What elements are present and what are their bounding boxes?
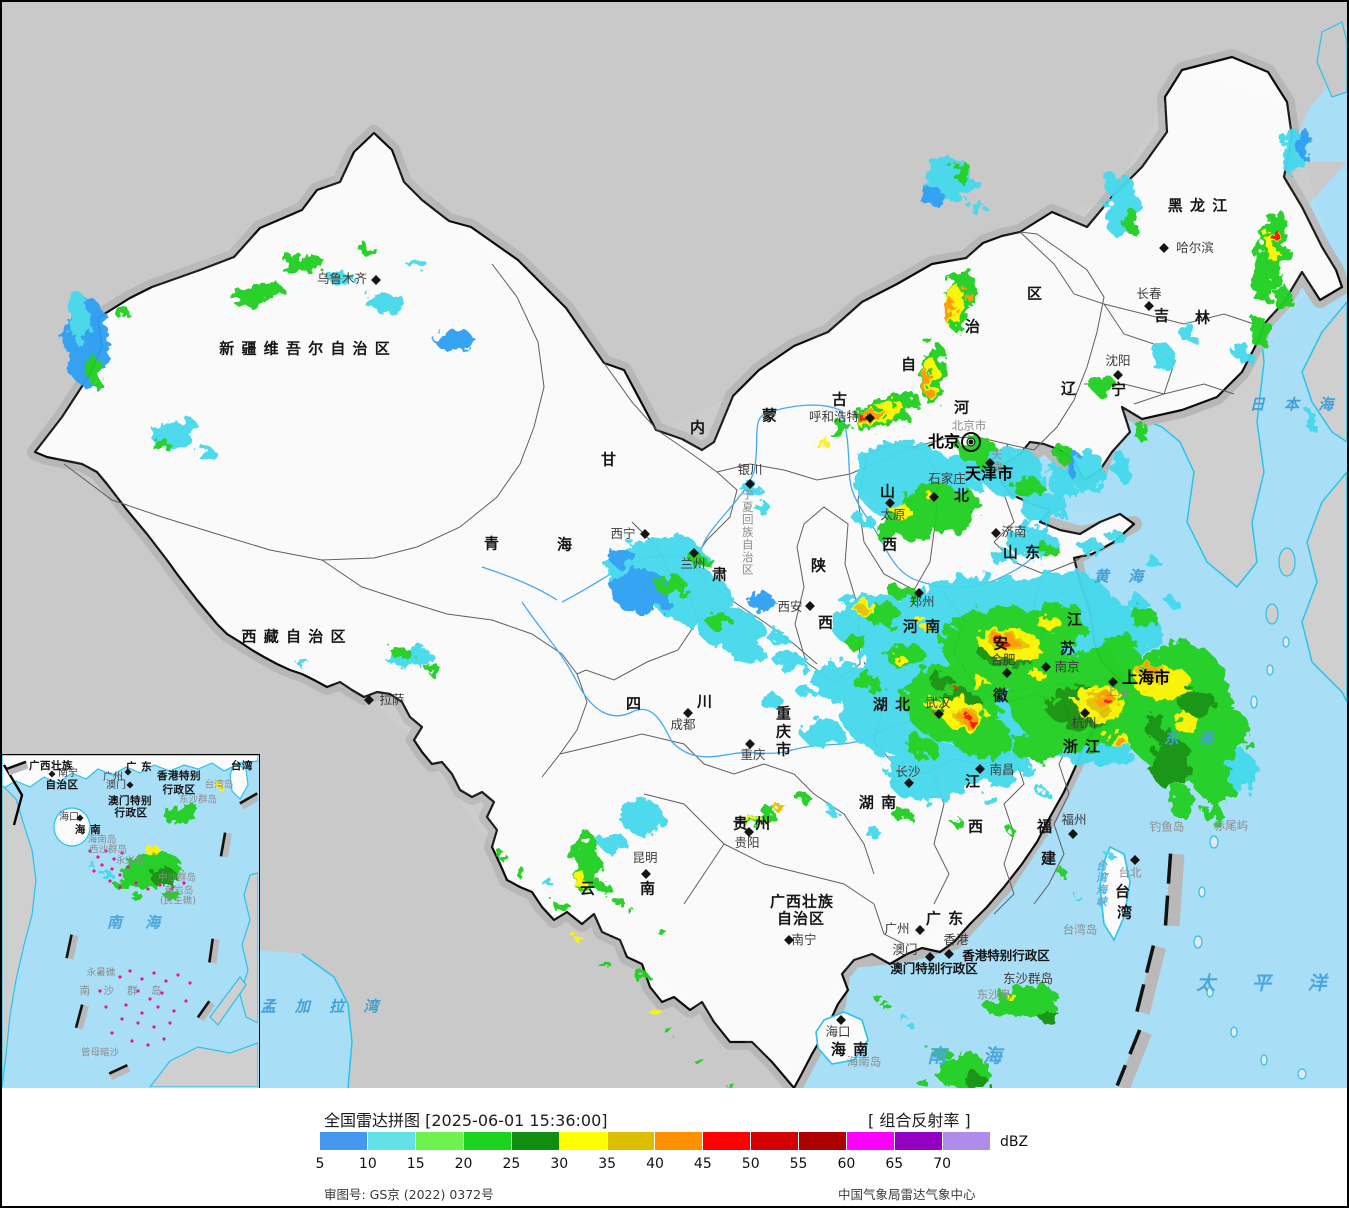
capital-star-icon	[961, 432, 981, 452]
colorbar-tick: 40	[646, 1156, 664, 1172]
colorbar-block-5	[320, 1132, 367, 1150]
colorbar-tick: 45	[693, 1156, 712, 1172]
taiwan-island	[1099, 845, 1131, 942]
colorbar-block-60	[847, 1132, 895, 1150]
bengal-coastline	[301, 953, 353, 1088]
agency-credit: 中国气象局雷达气象中心	[838, 1187, 976, 1202]
colorbar-block-45	[703, 1132, 751, 1150]
colorbar-tick: 50	[741, 1156, 760, 1172]
map-license-number: 审图号: GS京 (2022) 0372号	[324, 1187, 494, 1202]
colorbar-tick: 70	[933, 1156, 952, 1172]
colorbar-block-15	[415, 1132, 463, 1150]
colorbar-block-70	[942, 1132, 990, 1150]
colorbar-tick: 5	[315, 1156, 325, 1172]
sakhalin-land	[1316, 21, 1347, 98]
colorbar-tick: 65	[885, 1156, 904, 1172]
colorbar-block-10	[367, 1132, 415, 1150]
inset-china-land	[2, 755, 259, 790]
colorbar-tick: 35	[598, 1156, 617, 1172]
japan-kyushu	[1301, 470, 1347, 703]
inset-dash-line	[6, 760, 259, 1080]
colorbar-block-55	[799, 1132, 847, 1150]
inset-palawan	[209, 976, 247, 1026]
inset-reef-speckles	[88, 849, 192, 1047]
colorbar-tick: 55	[789, 1156, 808, 1172]
colorbar-tick: 15	[406, 1156, 425, 1172]
unit-label: dBZ	[1000, 1134, 1029, 1150]
colorbar-block-25	[511, 1132, 559, 1150]
south-china-sea-inset: 广西壮族 自治区 南宁广 东广州 香港特别 行政区 澳门 澳门特别 行政区 台湾 台湾岛 东沙群岛海…	[2, 754, 260, 1088]
japan-honshu	[1301, 300, 1347, 443]
reflectivity-colorbar	[320, 1132, 990, 1150]
radar-echoes	[64, 126, 1318, 1088]
bay-of-bengal-sea	[260, 950, 352, 1088]
colorbar-block-40	[655, 1132, 703, 1150]
colorbar-block-30	[559, 1132, 607, 1150]
legend-panel: 全国雷达拼图 [2025-06-01 15:36:00] [ 组合反射率 ] d…	[2, 1088, 1347, 1206]
inset-canvas	[2, 755, 259, 1088]
colorbar-block-50	[751, 1132, 799, 1150]
hainan-island	[815, 1011, 869, 1065]
colorbar-tick: 60	[837, 1156, 856, 1172]
inset-taiwan	[229, 762, 249, 800]
colorbar-tick: 10	[358, 1156, 377, 1172]
inset-radar-echoes	[88, 784, 224, 901]
colorbar-tick: 25	[502, 1156, 521, 1172]
colorbar-block-65	[895, 1132, 942, 1150]
inset-hainan	[53, 807, 91, 847]
japan-island	[1265, 603, 1279, 625]
maritime-boundary-dashes	[1115, 853, 1185, 1088]
colorbar-block-20	[463, 1132, 511, 1150]
map-title: 全国雷达拼图 [2025-06-01 15:36:00]	[324, 1111, 608, 1130]
colorbar-block-35	[607, 1132, 655, 1150]
product-name: [ 组合反射率 ]	[868, 1111, 971, 1130]
china-radar-map: 新 疆 维 吾 尔 自 治 区黑 龙 江吉林辽宁内蒙古自治区河北山西山 东河 南…	[2, 2, 1347, 1088]
map-canvas	[2, 2, 1347, 1088]
colorbar-tick-labels: 5 10 15 20 25 30 35 40 45 50 55 60 65 70	[2, 1156, 1347, 1172]
inset-vietnam-land	[2, 784, 37, 1088]
japan-island	[1278, 547, 1296, 577]
colorbar-tick: 20	[454, 1156, 473, 1172]
colorbar-tick: 30	[550, 1156, 569, 1172]
